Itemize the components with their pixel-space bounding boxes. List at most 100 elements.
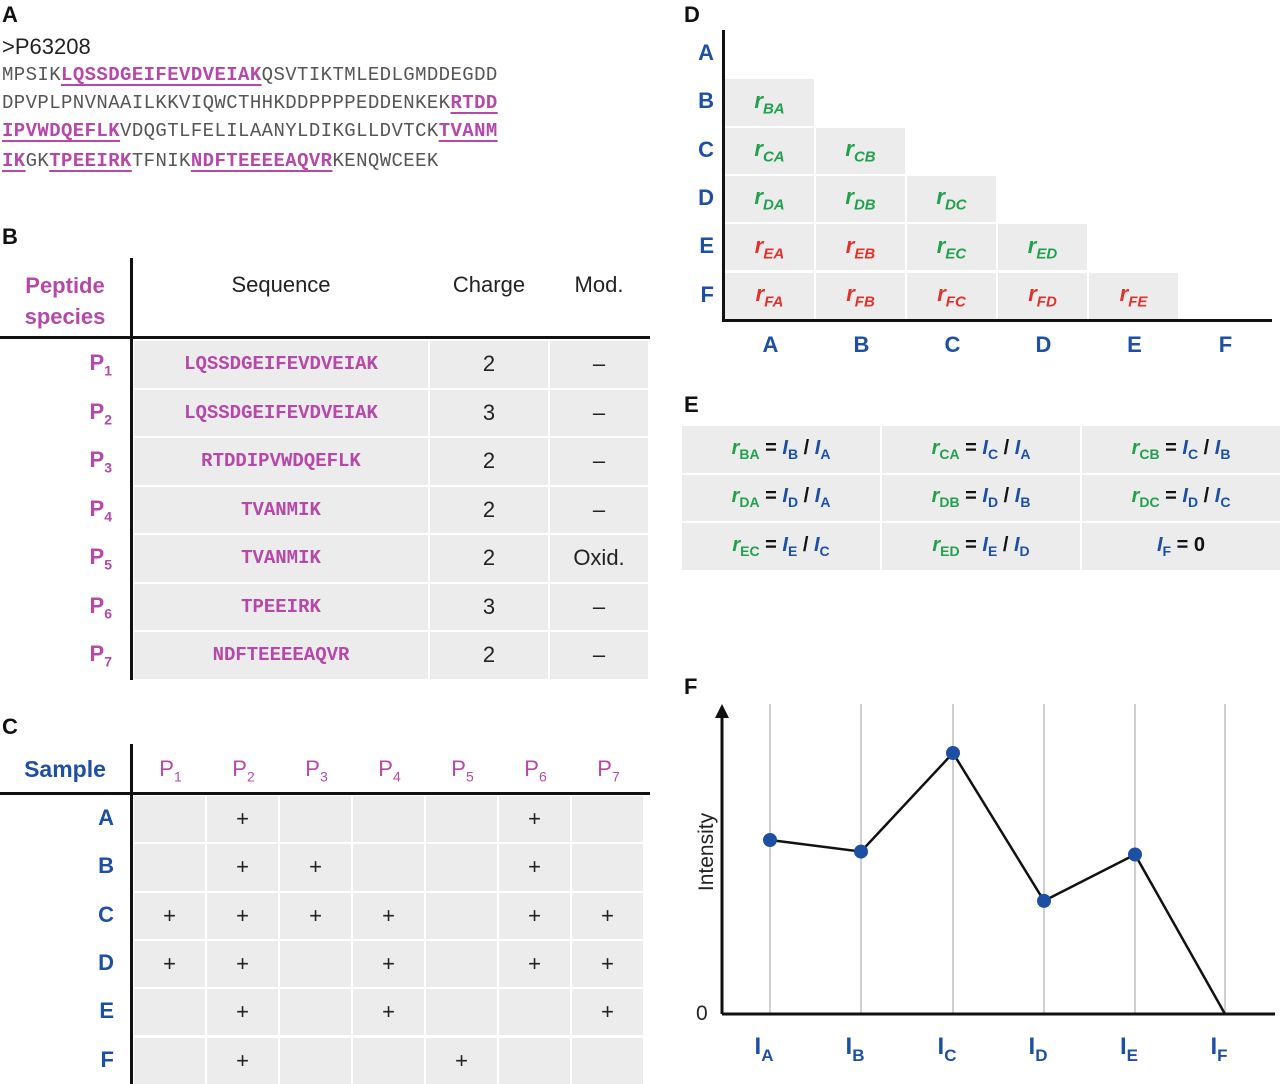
presence-mark: + <box>236 999 249 1025</box>
ratio-equation: rEC = IE / IC <box>732 534 829 559</box>
intensity-symbol: I <box>782 533 788 556</box>
intensity-subscript: D <box>1187 494 1199 511</box>
presence-mark: + <box>601 951 614 977</box>
ratio-symbol: r <box>932 533 941 556</box>
tryptic-peptide: IPVWDQEFLK <box>2 120 121 142</box>
presence-cell <box>426 844 497 891</box>
ratio-symbol: rCA <box>754 136 784 165</box>
sequence-segment: KENQWCEEK <box>332 150 439 172</box>
tryptic-peptide: RTDD <box>450 92 498 114</box>
ratio-symbol: rFD <box>1028 281 1057 310</box>
peptide-index: 7 <box>611 768 620 785</box>
sample-header: Sample <box>24 756 106 782</box>
ratio-letter: r <box>754 184 763 210</box>
ratio-symbol: r <box>731 485 740 508</box>
tryptic-peptide: LQSSDGEIFEVDVEIAK <box>61 64 262 86</box>
peptide-species-header-line1: Peptide <box>25 273 105 298</box>
peptide-species-label: P6 <box>0 593 112 621</box>
presence-cell: + <box>353 940 424 988</box>
equation-cell: rDC = ID / IC <box>1082 474 1280 521</box>
peptide-species-label: P2 <box>0 399 112 427</box>
intensity-symbol: I <box>982 436 988 459</box>
presence-cell: + <box>353 892 424 939</box>
presence-cell <box>280 989 351 1036</box>
ratio-letter: r <box>754 87 763 113</box>
x-tick-subscript: D <box>1035 1046 1047 1065</box>
matrix-row-label: C <box>698 136 714 162</box>
matrix-row-label: D <box>698 184 714 210</box>
intensity-symbol: I <box>813 533 820 556</box>
equation-cell: rCB = IC / IB <box>1082 426 1280 473</box>
sequence-cell: TPEEIRK <box>134 583 428 630</box>
sample-label: F <box>100 1046 114 1072</box>
ratio-symbol: rFA <box>756 281 784 310</box>
presence-cell: + <box>207 989 278 1036</box>
x-tick-label: IF <box>1210 1033 1227 1065</box>
presence-cell: + <box>426 1037 497 1084</box>
intensity-symbol: I <box>982 485 988 508</box>
equation-cell: rEC = IE / IC <box>682 523 880 570</box>
peptide-index: 4 <box>104 507 112 524</box>
ratio-equation: rBA = IB / IA <box>732 437 831 462</box>
presence-cell: + <box>499 940 570 988</box>
presence-cell <box>280 1037 351 1084</box>
peptide-species-header-line2: species <box>24 304 106 329</box>
intensity-symbol: I <box>1214 436 1221 459</box>
x-tick-symbol: I <box>938 1033 945 1060</box>
presence-cell <box>353 844 424 891</box>
matrix-column-label: A <box>762 332 779 357</box>
peptide-prefix: P <box>89 350 105 375</box>
ratio-letter: r <box>845 136 854 162</box>
intensity-subscript: C <box>1220 494 1231 511</box>
peptide-species-header: Peptide species <box>0 270 130 332</box>
tryptic-peptide: TVANM <box>438 120 498 142</box>
presence-cell: + <box>353 989 424 1036</box>
ratio-symbol: rDA <box>754 184 784 213</box>
modification-value: – <box>592 351 606 377</box>
sequence-cell: RTDDIPVWDQEFLK <box>134 438 428 485</box>
intensity-subscript: E <box>987 542 998 559</box>
ratio-symbol: r <box>931 485 940 508</box>
charge-cell: 2 <box>430 486 548 533</box>
peptide-prefix: P <box>89 544 105 569</box>
ratio-subscript: BA <box>762 100 785 118</box>
sequence-line: DPVPLPNVNAAILKKVIQWCTHHKDDPPPPEDDENKEKRT… <box>2 92 498 114</box>
sequence-cell: TVANMIK <box>134 486 428 533</box>
presence-mark: + <box>382 902 395 928</box>
ratio-cell: rCB <box>816 127 905 174</box>
peptide-prefix: P <box>159 756 174 781</box>
sequence-cell: LQSSDGEIFEVDVEIAK <box>134 389 428 436</box>
divide-sign: / <box>797 533 814 556</box>
ratio-letter: r <box>1028 280 1037 306</box>
presence-cell <box>426 940 497 988</box>
sample-label: C <box>98 901 114 927</box>
ratio-cell: rEA <box>725 224 814 271</box>
table-b-header-rule <box>0 336 650 339</box>
ratio-symbol: r <box>732 533 741 556</box>
x-tick-symbol: I <box>1029 1033 1036 1060</box>
ratio-equation: rDA = ID / IA <box>732 485 831 510</box>
ratio-cell: rDA <box>725 175 814 223</box>
presence-cell <box>572 1037 643 1084</box>
peptide-index: 1 <box>104 362 112 379</box>
presence-cell: + <box>207 940 278 988</box>
x-tick-subscript: F <box>1217 1046 1227 1065</box>
peptide-index: 5 <box>465 768 474 785</box>
intensity-subscript: D <box>1019 542 1030 559</box>
presence-cell <box>353 1037 424 1084</box>
ratio-subscript: CA <box>762 148 785 166</box>
divide-sign: / <box>798 485 815 508</box>
ratio-cell: rFB <box>816 272 905 319</box>
matrix-row-label: F <box>700 281 714 307</box>
equals-sign: = <box>1159 485 1183 508</box>
ratio-cell: rDC <box>907 175 996 223</box>
intensity-symbol: I <box>814 485 821 508</box>
presence-mark: + <box>601 902 614 928</box>
peptide-index: 5 <box>104 556 112 573</box>
presence-cell: + <box>499 844 570 891</box>
intensity-plot: IA IB IC ID IE IF <box>715 704 1275 1065</box>
ratio-subscript: EA <box>763 245 785 263</box>
panel-label-a: A <box>2 2 18 27</box>
peptide-prefix: P <box>524 756 539 781</box>
presence-mark: + <box>163 951 176 977</box>
